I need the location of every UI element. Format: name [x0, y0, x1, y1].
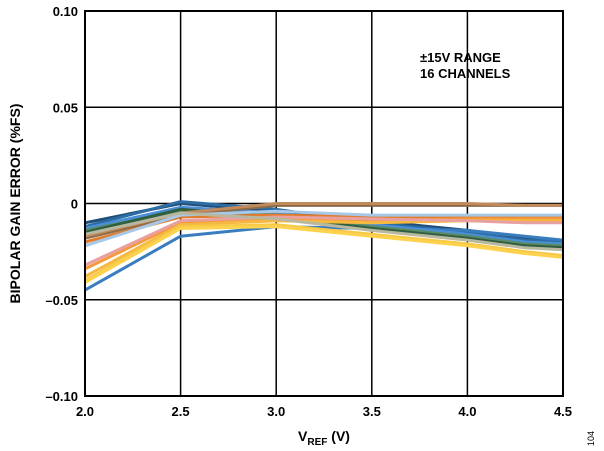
x-axis-title-unit: (V) [327, 428, 350, 444]
y-tick-label: –0.05 [45, 293, 78, 308]
x-tick-label: 3.0 [267, 404, 285, 419]
annotation-range: ±15V RANGE [420, 50, 501, 65]
x-tick-labels: 2.0 2.5 3.0 3.5 4.0 4.5 [76, 404, 572, 419]
x-tick-label: 4.0 [458, 404, 476, 419]
series-line-11 [84, 219, 563, 278]
series-line-15 [84, 209, 563, 248]
y-axis-title: BIPOLAR GAIN ERROR (%FS) [7, 104, 23, 304]
series-line-13 [84, 225, 564, 284]
y-tick-label: 0.10 [53, 4, 78, 19]
x-tick-label: 3.5 [363, 404, 381, 419]
x-tick-label: 2.5 [172, 404, 190, 419]
series-line-6 [84, 207, 564, 250]
series-line-4 [84, 205, 564, 246]
x-axis-title: VREF (V) [298, 428, 350, 448]
figure-number: 104 [586, 431, 596, 446]
x-tick-label: 2.0 [76, 404, 94, 419]
y-tick-label: 0.05 [53, 100, 78, 115]
x-tick-label: 4.5 [554, 404, 572, 419]
annotation-channels: 16 CHANNELS [420, 66, 511, 81]
series-line-9 [84, 213, 563, 244]
y-tick-label: 0 [71, 197, 78, 212]
x-axis-title-subscript: REF [307, 437, 327, 448]
series-line-16 [84, 211, 564, 252]
series-line-14 [84, 215, 563, 267]
y-tick-label: –0.10 [45, 389, 78, 404]
y-tick-labels: –0.10 –0.05 0 0.05 0.10 [45, 4, 78, 404]
x-axis-title-main: V [298, 428, 308, 444]
series-layer [84, 200, 564, 292]
series-line-12 [84, 223, 564, 282]
series-line-10 [84, 217, 563, 271]
series-line-5 [84, 209, 564, 248]
plot-frame [84, 10, 564, 397]
